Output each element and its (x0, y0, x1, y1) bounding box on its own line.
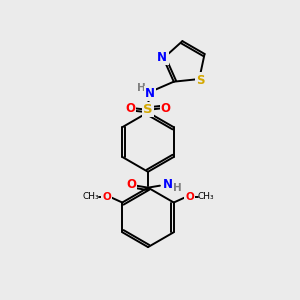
Text: N: N (163, 178, 173, 191)
Text: H: H (137, 82, 146, 93)
Text: N: N (145, 87, 155, 100)
Text: CH₃: CH₃ (197, 192, 214, 201)
Text: H: H (173, 183, 182, 193)
Text: O: O (185, 192, 194, 202)
Text: S: S (196, 74, 205, 86)
Text: O: O (102, 192, 111, 202)
Text: N: N (158, 51, 167, 64)
Text: O: O (161, 102, 171, 115)
Text: O: O (125, 102, 135, 115)
Text: O: O (126, 178, 136, 191)
Text: S: S (143, 103, 153, 116)
Text: CH₃: CH₃ (82, 192, 99, 201)
